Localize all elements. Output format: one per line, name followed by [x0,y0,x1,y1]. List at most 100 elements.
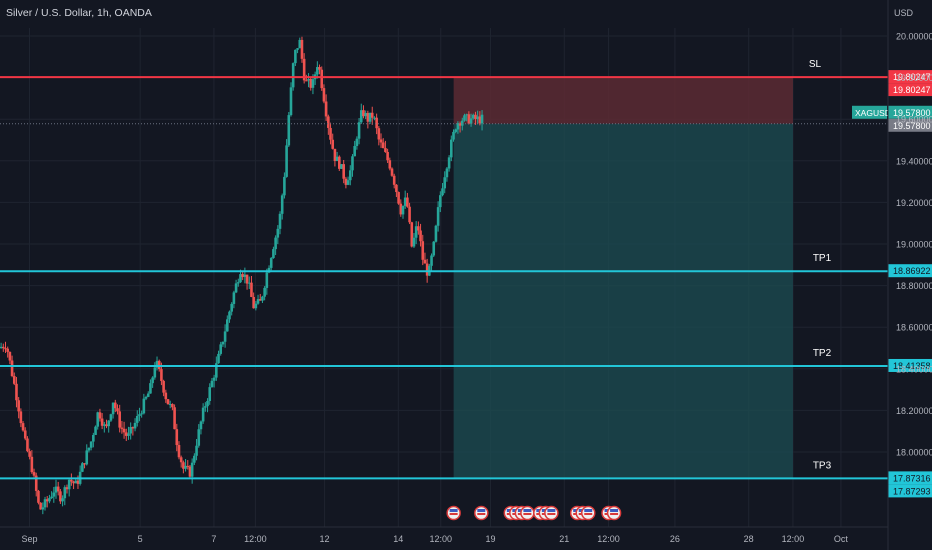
event-flag-top [547,509,556,512]
currency-label: USD [894,8,914,18]
candles [0,36,484,515]
candle-body [252,296,255,309]
candle-body [357,122,361,139]
candle-body [127,433,130,436]
candle-body [370,112,374,118]
candle-body [364,113,367,117]
candle-body [333,148,337,162]
candle-body [289,87,293,116]
candle-body [48,498,51,502]
candle-body [217,353,220,364]
event-flag-icon[interactable] [446,505,461,521]
y-tick-label: 19.80000 [896,73,932,83]
candle-body [45,499,49,502]
candle-body [65,487,69,490]
candle-body [269,258,273,268]
candle-body [59,491,62,502]
candle-body [342,164,345,179]
candle-body [171,404,174,408]
candle-body [223,331,227,342]
candle-body [201,407,205,422]
candle-body [254,303,258,309]
candle-body [399,203,403,215]
candle-body [173,407,176,430]
candle-body [144,396,148,399]
event-flag-stripe [610,513,619,515]
candle-body [193,455,196,463]
candle-body [166,399,170,405]
candle-body [37,490,40,503]
candle-body [316,67,319,75]
event-flag-top [610,509,619,512]
price-axis[interactable]: USD 20.00000 19.80000 19.60000 19.40000 19.2… [887,0,932,550]
candle-body [408,206,411,223]
x-tick-label: 12:00 [597,534,620,544]
candle-body [263,287,266,297]
event-flag-icon[interactable] [581,505,596,521]
level-lines: SL 19.80247 19.80247 TP1 18.86922 TP2 18.41358… [0,59,932,498]
y-tick-label: 19.20000 [896,198,932,208]
candle-body [247,282,251,284]
candle-body [34,475,38,491]
event-flag-stripe [547,513,556,515]
candle-body [436,207,440,226]
candle-body [432,241,436,256]
candle-body [359,110,363,123]
candle-body [467,114,471,124]
x-tick-label: 12:00 [782,534,805,544]
x-tick-label: 5 [138,534,143,544]
event-flag-icon[interactable] [474,505,489,521]
level-price-label: 19.80247 [893,72,931,82]
candle-body [206,400,209,407]
candle-body [307,78,310,81]
candle-body [465,114,468,116]
level-name-tp1: TP1 [813,253,832,264]
candle-body [116,408,119,412]
event-markers[interactable] [446,505,622,521]
level-price-tag [888,358,932,372]
event-flag-top [477,509,486,512]
candle-body [0,346,3,348]
time-axis[interactable]: Sep 5 7 12:00 12 14 12:00 19 21 12:00 26 28 12:00 Oct [0,526,888,544]
candle-body [105,424,108,427]
candle-body [318,67,321,70]
candle-body [228,311,231,320]
candle-body [107,420,111,427]
candle-body [122,428,126,433]
candle-body [221,341,225,345]
candle-body [261,296,264,301]
candle-body [471,114,475,119]
candle-body [87,447,91,451]
event-flag-top [449,509,458,512]
candle-body [21,423,25,431]
candle-body [447,157,451,169]
candle-body [456,123,460,130]
candle-body [388,160,392,169]
candle-body [239,274,242,283]
candle-body [188,466,192,477]
candle-body [160,369,163,381]
candle-body [362,110,365,117]
candle-body [241,274,244,277]
candle-body [98,412,102,419]
candle-body [397,192,400,204]
candle-body [478,116,482,124]
event-flag-icon[interactable] [544,505,559,521]
candle-body [335,156,339,162]
candle-body [283,176,286,196]
candle-body [41,507,45,510]
candle-body [4,348,7,350]
candle-body [311,79,315,88]
candle-body [85,450,89,465]
candle-body [302,58,306,81]
event-flag-icon[interactable] [606,505,622,521]
candle-body [401,205,405,215]
candle-body [476,116,479,120]
current-price-tag [888,105,932,119]
candle-body [460,120,464,126]
candle-body [377,128,381,140]
symbol-tag [852,105,887,119]
level-price-label: 18.86922 [893,266,931,276]
event-flag-icon[interactable] [520,505,535,521]
